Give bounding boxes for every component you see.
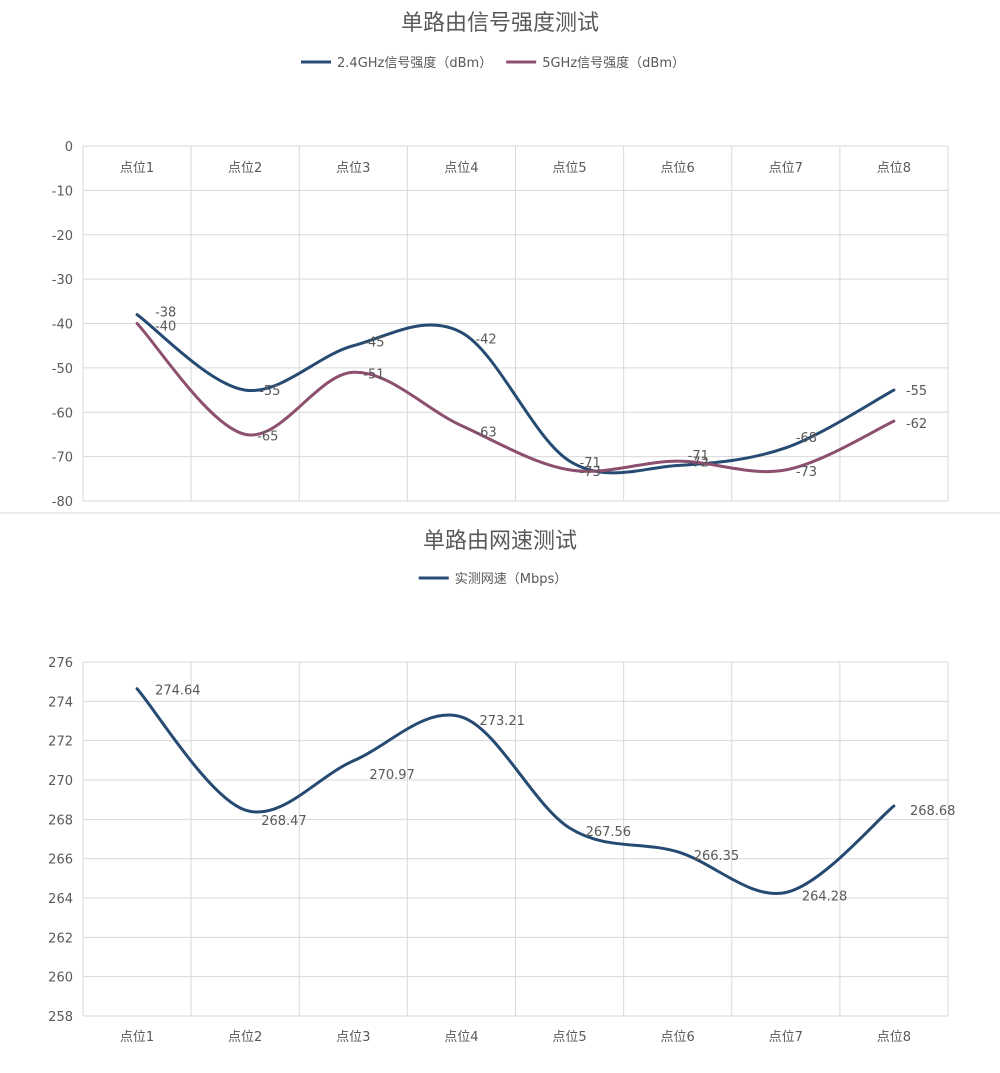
data-label: -73	[580, 465, 601, 480]
y-tick-label: 0	[65, 140, 73, 155]
y-tick-label: -50	[52, 362, 73, 377]
data-label: -55	[259, 384, 280, 399]
series-line	[135, 322, 896, 474]
plot-area: 0 -10 -20 -30 -40 -50 -60 -70 -80 点位1 点位2 点位3 点位4 点位5…	[52, 140, 949, 510]
x-tick-label: 点位5	[552, 1030, 586, 1045]
legend-label: 5GHz信号强度（dBm）	[542, 55, 685, 71]
y-tick-label: -40	[52, 318, 73, 333]
chart-title: 单路由信号强度测试	[401, 11, 599, 36]
x-tick-label: 点位2	[228, 161, 262, 176]
y-tick-label: -80	[52, 495, 73, 510]
y-tick-label: -10	[52, 184, 73, 199]
y-tick-label: 272	[48, 735, 73, 750]
x-tick-label: 点位3	[336, 1030, 370, 1045]
x-tick-label: 点位6	[661, 1030, 695, 1045]
data-label: 270.97	[369, 768, 415, 783]
x-tick-label: 点位8	[877, 1030, 911, 1045]
y-tick-label: -70	[52, 451, 73, 466]
x-tick-label: 点位1	[120, 161, 154, 176]
y-tick-label: 266	[48, 853, 73, 868]
data-label: -73	[796, 465, 817, 480]
x-tick-label: 点位4	[444, 1030, 478, 1045]
data-label: -45	[363, 336, 384, 351]
y-tick-label: 274	[48, 695, 73, 710]
y-tick-label: 264	[48, 892, 73, 907]
data-label: -42	[475, 332, 496, 347]
x-tick-label: 点位5	[552, 161, 586, 176]
x-tick-label: 点位4	[444, 161, 478, 176]
legend-label: 2.4GHz信号强度（dBm）	[337, 55, 492, 71]
y-tick-label: -20	[52, 229, 73, 244]
data-label: -71	[580, 456, 601, 471]
plot-area: 276 274 272 270 268 266 264 262 260 258 点位1 点位2 点位3 点…	[48, 656, 955, 1045]
data-label: 264.28	[802, 889, 848, 904]
x-tick-label: 点位1	[120, 1030, 154, 1045]
x-tick-label: 点位7	[769, 1030, 803, 1045]
x-tick-label: 点位8	[877, 161, 911, 176]
series-line	[135, 313, 896, 475]
data-label: -62	[906, 417, 927, 432]
x-tick-label: 点位2	[228, 1030, 262, 1045]
data-label: -65	[257, 429, 278, 444]
network-speed-chart: 单路由网速测试 实测网速（Mbps） 276 274 272 270 268 266 264…	[48, 529, 955, 1045]
data-label: -38	[155, 306, 176, 321]
data-label: -55	[906, 384, 927, 399]
data-label: -68	[796, 431, 817, 446]
series-line	[135, 687, 896, 895]
y-tick-label: 260	[48, 971, 73, 986]
data-label: -63	[475, 426, 496, 441]
x-tick-label: 点位7	[769, 161, 803, 176]
data-label: -51	[363, 367, 384, 382]
data-label: 268.68	[910, 804, 956, 819]
data-label: 273.21	[479, 714, 525, 729]
signal-strength-chart: 单路由信号强度测试 2.4GHz信号强度（dBm） 5GHz信号强度（dBm） 0…	[52, 11, 949, 510]
data-label: 266.35	[694, 849, 740, 864]
legend-label: 实测网速（Mbps）	[455, 572, 568, 587]
y-tick-label: 258	[48, 1010, 73, 1025]
x-tick-label: 点位6	[661, 161, 695, 176]
chart-title: 单路由网速测试	[423, 529, 577, 554]
data-label: -40	[155, 320, 176, 335]
y-tick-label: -30	[52, 273, 73, 288]
data-label: -72	[688, 456, 709, 471]
y-tick-label: -60	[52, 406, 73, 421]
data-label: 274.64	[155, 684, 201, 699]
y-tick-label: 270	[48, 774, 73, 789]
x-tick-label: 点位3	[336, 161, 370, 176]
y-tick-label: 262	[48, 931, 73, 946]
data-label: 268.47	[261, 814, 307, 829]
y-tick-label: 276	[48, 656, 73, 671]
y-tick-label: 268	[48, 813, 73, 828]
legend: 2.4GHz信号强度（dBm） 5GHz信号强度（dBm）	[301, 55, 685, 71]
data-label: -71	[688, 449, 709, 464]
legend: 实测网速（Mbps）	[418, 572, 568, 587]
data-label: 267.56	[586, 825, 632, 840]
